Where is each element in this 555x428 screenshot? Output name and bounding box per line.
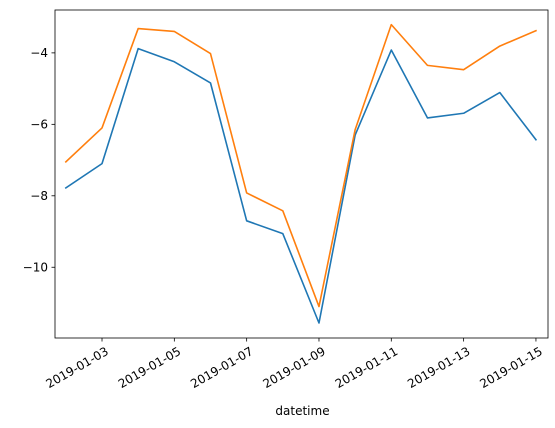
x-tick-label: 2019-01-03	[44, 344, 111, 391]
plot-area	[54, 9, 549, 339]
y-tick-label: −4	[30, 46, 48, 60]
series-group	[64, 23, 538, 324]
y-tick-label: −8	[30, 189, 48, 203]
y-tick-label: −10	[23, 261, 48, 275]
x-axis-label: datetime	[275, 404, 329, 418]
x-tick-label: 2019-01-11	[333, 344, 400, 391]
x-tick-label: 2019-01-09	[260, 344, 327, 391]
x-axis-ticks: 2019-01-03 2019-01-05 2019-01-07 2019-01-09…	[44, 338, 545, 391]
axes-frame	[54, 9, 549, 339]
series-line-1	[64, 47, 538, 324]
x-tick-label: 2019-01-05	[116, 344, 183, 391]
x-tick-label: 2019-01-07	[188, 344, 255, 391]
x-tick-label: 2019-01-15	[477, 344, 544, 391]
x-tick-label: 2019-01-13	[405, 344, 472, 391]
series-line-2	[64, 23, 537, 308]
y-tick-label: −6	[30, 118, 48, 132]
y-axis-ticks: −10 −8 −6 −4	[23, 46, 55, 275]
